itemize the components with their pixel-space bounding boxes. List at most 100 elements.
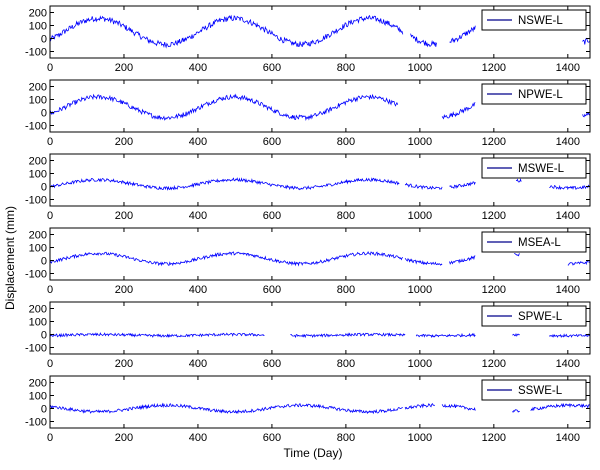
subplot-3: 0 200 400 600 800 1000 1200 1400-1000100200MSWE… [25,153,591,222]
legend-entry: SPWE-L [518,311,563,323]
legend-entry: NPWE-L [518,89,563,101]
x-tick-label: 1400 [556,432,580,444]
x-tick-label: 800 [337,284,355,296]
x-tick-label: 600 [263,62,281,74]
x-tick-label: 0 [47,358,53,370]
y-tick-label: -100 [25,269,47,281]
x-tick-label: 400 [189,136,207,148]
data-line-mswe-l [49,177,591,191]
axes-frame [49,153,591,207]
x-tick-label: 400 [189,62,207,74]
subplot-1: 0 200 400 600 800 1000 1200 1400-1000100200NSWE… [25,5,591,74]
x-tick-label: 0 [47,136,53,148]
x-tick-label: 200 [115,284,133,296]
y-tick-label: -100 [25,47,47,59]
x-tick-label: 1000 [408,210,432,222]
axes-frame [49,227,591,281]
legend-box [481,231,587,253]
x-tick-label: 800 [337,62,355,74]
y-tick-label: 200 [29,8,47,20]
x-tick-label: 1200 [482,358,506,370]
x-tick-label: 400 [189,358,207,370]
x-tick-label: 1400 [556,358,580,370]
legend-box [481,305,587,327]
y-tick-label: 200 [29,230,47,242]
x-tick-label: 600 [263,136,281,148]
x-tick-label: 0 [47,284,53,296]
x-tick-label: 1400 [556,136,580,148]
x-tick-label: 1000 [408,62,432,74]
x-tick-label: 1200 [482,432,506,444]
axes-frame [49,375,591,429]
y-tick-label: 200 [29,304,47,316]
x-tick-label: 1200 [482,284,506,296]
x-tick-label: 1000 [408,136,432,148]
legend-entry: NSWE-L [518,15,563,27]
x-tick-label: 600 [263,210,281,222]
legend-box [481,157,587,179]
y-tick-label: 200 [29,378,47,390]
x-axis-label: Time (Day) [284,446,343,460]
subplot-5: 0 200 400 600 800 1000 1200 1400-1000100200SPWE… [25,301,591,370]
x-tick-label: 1400 [556,62,580,74]
y-tick-label: -100 [25,195,47,207]
legend: MSWE-L [481,157,587,179]
y-tick-label: 100 [29,95,47,107]
x-tick-label: 400 [189,284,207,296]
subplot-4: 0 200 400 600 800 1000 1200 1400-1000100200MSEA… [25,227,591,296]
legend-box [481,9,587,31]
x-tick-label: 600 [263,284,281,296]
x-tick-label: 200 [115,62,133,74]
x-tick-label: 0 [47,62,53,74]
data-line-spwe-l [49,332,591,339]
y-tick-label: 100 [29,317,47,329]
data-line-sswe-l [49,402,591,415]
x-tick-label: 0 [47,432,53,444]
x-tick-label: 1000 [408,432,432,444]
data-line-nswe-l [49,14,591,49]
x-tick-label: 1000 [408,358,432,370]
y-tick-label: 0 [41,256,47,268]
x-tick-label: 800 [337,432,355,444]
x-tick-label: 800 [337,210,355,222]
x-tick-label: 1400 [556,210,580,222]
x-tick-label: 600 [263,358,281,370]
data-line-npwe-l [49,93,591,121]
y-axis-label: Displacement (mm) [3,206,17,310]
legend-entry: MSWE-L [518,163,565,175]
y-tick-label: 100 [29,169,47,181]
y-tick-label: 200 [29,156,47,168]
x-tick-label: 800 [337,136,355,148]
axes-frame [49,301,591,355]
subplot-6: 0 200 400 600 800 1000 1200 1400-1000100200SSWE… [25,375,591,444]
data-line-msea-l [49,250,591,267]
x-tick-label: 400 [189,210,207,222]
x-tick-label: 1200 [482,136,506,148]
y-tick-label: 0 [41,330,47,342]
x-tick-label: 200 [115,136,133,148]
x-tick-label: 200 [115,432,133,444]
legend-box [481,379,587,401]
legend-box [481,83,587,105]
subplot-2: 0 200 400 600 800 1000 1200 1400-1000100200NPWE… [25,79,591,148]
x-tick-label: 1000 [408,284,432,296]
y-tick-label: 200 [29,82,47,94]
y-tick-label: 0 [41,182,47,194]
y-tick-label: 100 [29,243,47,255]
legend-entry: SSWE-L [518,385,563,397]
legend: SPWE-L [481,305,587,327]
x-tick-label: 800 [337,358,355,370]
legend: SSWE-L [481,379,587,401]
x-tick-label: 1400 [556,284,580,296]
axes-frame [49,5,591,59]
y-tick-label: 0 [41,34,47,46]
x-tick-label: 0 [47,210,53,222]
x-tick-label: 1200 [482,62,506,74]
y-tick-label: 100 [29,21,47,33]
axes-frame [49,79,591,133]
x-tick-label: 1200 [482,210,506,222]
legend: NPWE-L [481,83,587,105]
y-tick-label: -100 [25,343,47,355]
legend: NSWE-L [481,9,587,31]
